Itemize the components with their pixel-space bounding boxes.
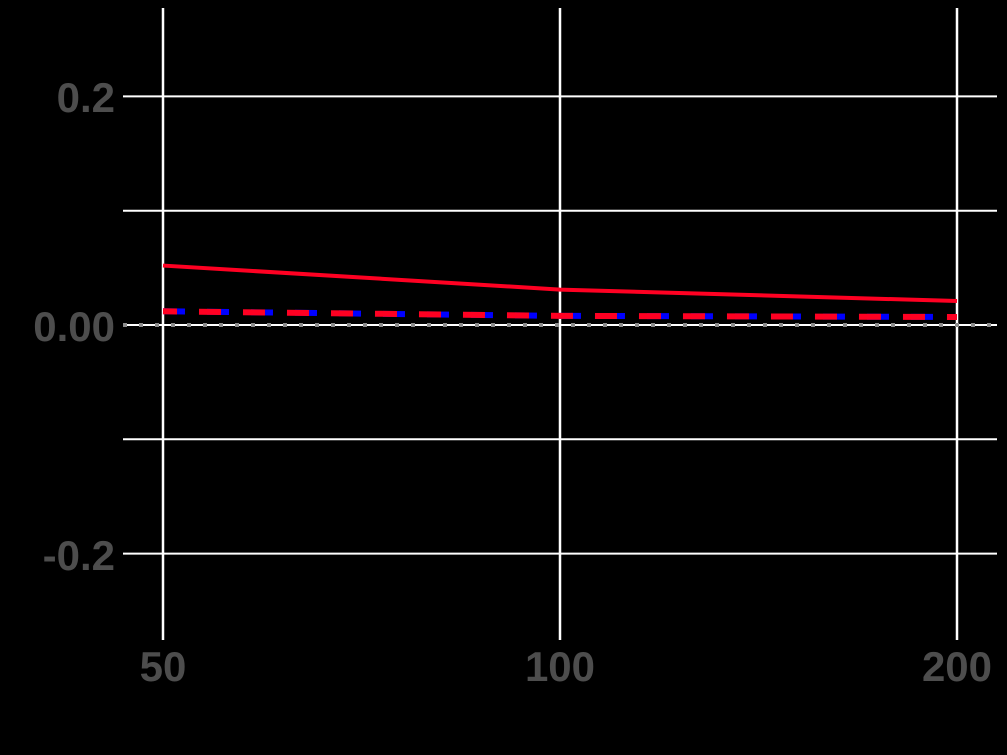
series-dashed-red (162, 308, 958, 320)
series-solid-red (162, 263, 958, 303)
y-tick-label: 0.00 (33, 303, 115, 350)
x-tick-label: 200 (922, 643, 992, 690)
x-tick-label: 100 (525, 643, 595, 690)
y-axis-ticks: 0.2 0.00 -0.2 (33, 74, 115, 579)
x-axis-ticks: 50 100 200 (140, 643, 992, 690)
y-tick-label: -0.2 (43, 532, 115, 579)
y-tick-label: 0.2 (57, 74, 115, 121)
x-tick-label: 50 (140, 643, 187, 690)
data-series (123, 263, 997, 327)
